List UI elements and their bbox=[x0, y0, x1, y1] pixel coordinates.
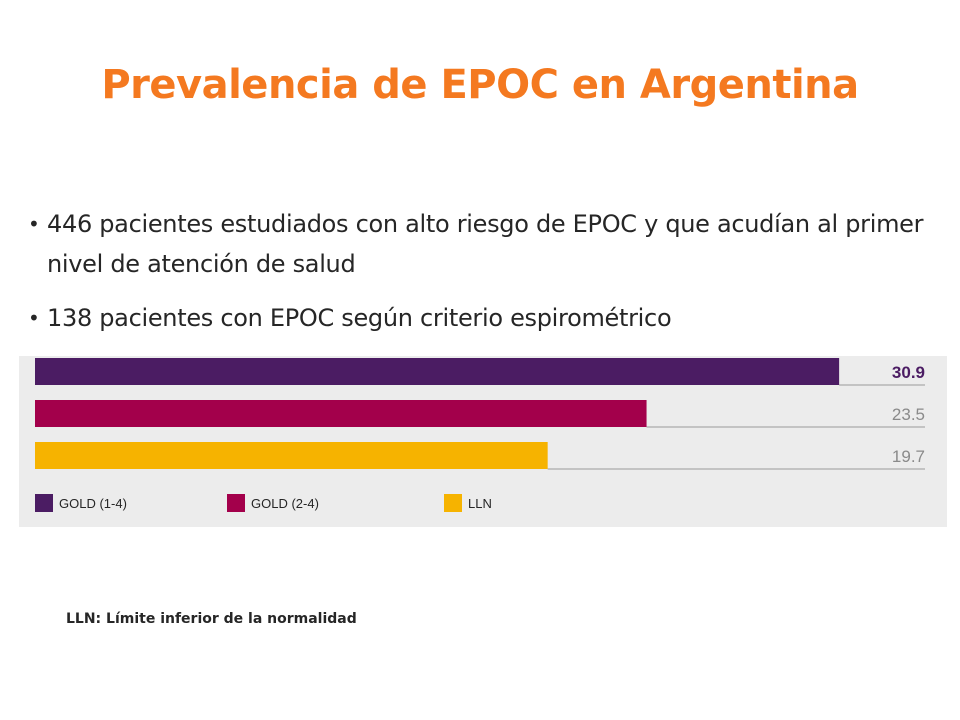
footnote: LLN: Límite inferior de la normalidad bbox=[66, 611, 357, 627]
bar-value-label: 23.5 bbox=[892, 405, 925, 424]
bar-value-label: 19.7 bbox=[892, 447, 925, 466]
bullet-item: • 446 pacientes estudiados con alto ries… bbox=[28, 204, 928, 284]
bullet-text: 446 pacientes estudiados con alto riesgo… bbox=[47, 210, 924, 278]
bar-1 bbox=[35, 358, 840, 385]
bar-2 bbox=[35, 400, 647, 427]
bullet-item: • 138 pacientes con EPOC según criterio … bbox=[28, 298, 928, 338]
legend-swatch bbox=[35, 494, 53, 512]
bullet-list: • 446 pacientes estudiados con alto ries… bbox=[28, 204, 928, 352]
legend-label: GOLD (1-4) bbox=[59, 496, 127, 511]
legend-swatch bbox=[227, 494, 245, 512]
bar-3 bbox=[35, 442, 548, 469]
slide-title: Prevalencia de EPOC en Argentina bbox=[101, 62, 859, 108]
bullet-dot: • bbox=[28, 306, 40, 330]
chart-panel: 30.9 23.5 19.7 GOLD (1-4) GOLD (2-4) LLN bbox=[19, 356, 947, 527]
bar-value-label: 30.9 bbox=[892, 363, 925, 382]
legend-label: GOLD (2-4) bbox=[251, 496, 319, 511]
legend-swatch bbox=[444, 494, 462, 512]
bar-chart: 30.9 23.5 19.7 GOLD (1-4) GOLD (2-4) LLN bbox=[35, 358, 925, 512]
legend-label: LLN bbox=[468, 496, 492, 511]
bullet-text: 138 pacientes con EPOC según criterio es… bbox=[47, 304, 672, 332]
bullet-dot: • bbox=[28, 212, 40, 236]
